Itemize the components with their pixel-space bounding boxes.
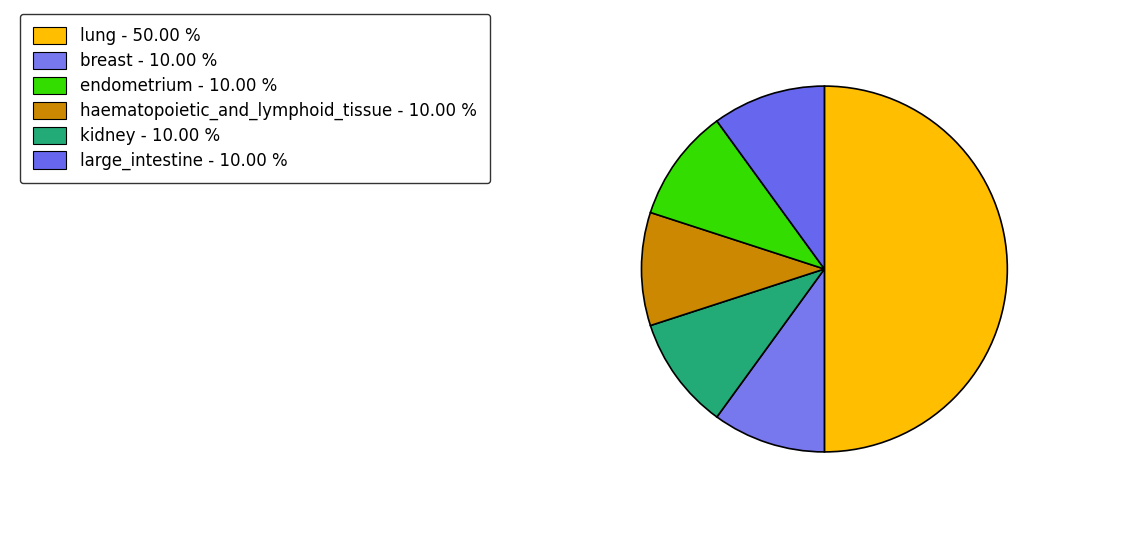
Wedge shape xyxy=(717,86,824,269)
Legend: lung - 50.00 %, breast - 10.00 %, endometrium - 10.00 %, haematopoietic_and_lymp: lung - 50.00 %, breast - 10.00 %, endome… xyxy=(19,13,490,183)
Wedge shape xyxy=(717,269,824,452)
Wedge shape xyxy=(650,269,824,417)
Wedge shape xyxy=(641,213,824,325)
Wedge shape xyxy=(650,121,824,269)
Wedge shape xyxy=(824,86,1008,452)
